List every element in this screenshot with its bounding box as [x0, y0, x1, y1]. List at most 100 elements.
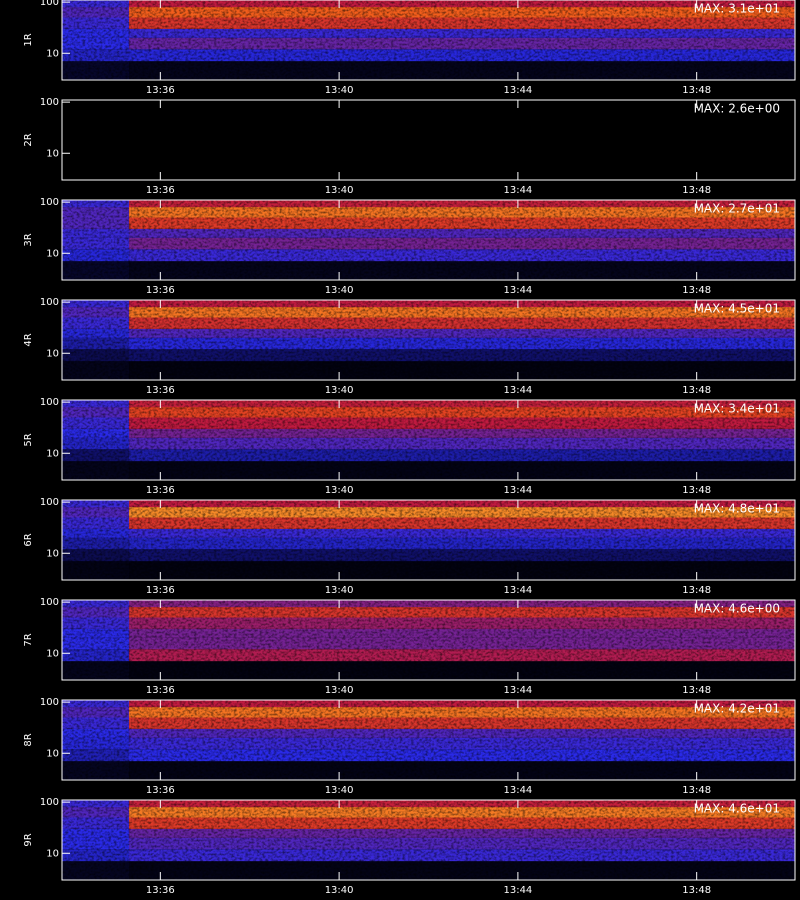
- x-tick-label: 13:36: [146, 385, 175, 396]
- heatmap: [62, 500, 795, 580]
- plot-frame: [61, 699, 796, 781]
- x-tick-label: 13:36: [146, 85, 175, 96]
- max-annotation: MAX: 3.4e+01: [694, 402, 780, 416]
- panel: 10 100 13:36 13:40 13:44 13:48 6R MAX: 4.8e+01: [23, 497, 796, 596]
- y-tick-label: 100: [40, 97, 59, 108]
- y-tick-label: 100: [40, 797, 59, 808]
- x-tick-label: 13:48: [682, 485, 711, 496]
- panel: 10 100 13:36 13:40 13:44 13:48 9R MAX: 4.6e+01: [23, 797, 796, 896]
- panel: 10 100 13:36 13:40 13:44 13:48 8R MAX: 4.2e+01: [23, 697, 796, 796]
- max-annotation: MAX: 3.1e+01: [694, 2, 780, 16]
- texture: [62, 200, 795, 280]
- x-tick-label: 13:40: [325, 485, 354, 496]
- panel-label: 8R: [23, 733, 34, 746]
- panel-label: 9R: [23, 833, 34, 846]
- heatmap: [62, 400, 795, 480]
- max-annotation: MAX: 4.6e+00: [694, 602, 780, 616]
- texture: [62, 0, 795, 80]
- panel: 10 100 13:36 13:40 13:44 13:48 7R MAX: 4.6e+00: [23, 597, 796, 696]
- max-annotation: MAX: 2.7e+01: [694, 202, 780, 216]
- x-tick-label: 13:36: [146, 885, 175, 896]
- x-tick-label: 13:48: [682, 385, 711, 396]
- x-tick-label: 13:36: [146, 485, 175, 496]
- y-tick-label: 10: [46, 148, 59, 159]
- max-annotation: MAX: 4.2e+01: [694, 702, 780, 716]
- texture: [62, 100, 795, 180]
- x-tick-label: 13:44: [503, 85, 532, 96]
- y-tick-label: 10: [46, 848, 59, 859]
- x-tick-label: 13:44: [503, 385, 532, 396]
- plot-frame: [61, 499, 796, 581]
- x-tick-label: 13:36: [146, 685, 175, 696]
- x-tick-label: 13:48: [682, 85, 711, 96]
- x-tick-label: 13:36: [146, 585, 175, 596]
- y-tick-label: 10: [46, 548, 59, 559]
- panel-label: 3R: [23, 233, 34, 246]
- y-tick-label: 10: [46, 748, 59, 759]
- texture: [62, 500, 795, 580]
- texture: [62, 800, 795, 880]
- panel-label: 1R: [23, 33, 34, 46]
- y-tick-label: 10: [46, 348, 59, 359]
- texture: [62, 400, 795, 480]
- heatmap: [62, 700, 795, 780]
- y-tick-label: 10: [46, 48, 59, 59]
- plot-frame: [61, 599, 796, 681]
- x-tick-label: 13:36: [146, 185, 175, 196]
- max-annotation: MAX: 2.6e+00: [694, 102, 780, 116]
- y-tick-label: 100: [40, 697, 59, 708]
- x-tick-label: 13:40: [325, 885, 354, 896]
- x-tick-label: 13:44: [503, 585, 532, 596]
- texture: [62, 600, 795, 680]
- texture: [62, 700, 795, 780]
- x-tick-label: 13:40: [325, 285, 354, 296]
- x-tick-label: 13:48: [682, 885, 711, 896]
- x-tick-label: 13:40: [325, 385, 354, 396]
- x-tick-label: 13:44: [503, 185, 532, 196]
- x-tick-label: 13:40: [325, 585, 354, 596]
- x-tick-label: 13:44: [503, 485, 532, 496]
- x-tick-label: 13:48: [682, 285, 711, 296]
- heatmap: [62, 800, 795, 880]
- x-tick-label: 13:44: [503, 685, 532, 696]
- y-tick-label: 100: [40, 597, 59, 608]
- panel: 10 100 13:36 13:40 13:44 13:48 5R MAX: 3.4e+01: [23, 397, 796, 496]
- y-tick-label: 100: [40, 0, 59, 8]
- y-tick-label: 10: [46, 648, 59, 659]
- heatmap: [62, 600, 795, 680]
- max-annotation: MAX: 4.5e+01: [694, 302, 780, 316]
- max-annotation: MAX: 4.8e+01: [694, 502, 780, 516]
- y-tick-label: 100: [40, 397, 59, 408]
- x-tick-label: 13:36: [146, 785, 175, 796]
- heatmap: [62, 100, 795, 180]
- panel: 10 100 13:36 13:40 13:44 13:48 1R MAX: 3.1e+01: [23, 0, 796, 96]
- panel: 10 100 13:36 13:40 13:44 13:48 4R MAX: 4.5e+01: [23, 297, 796, 396]
- plot-frame: [61, 0, 796, 81]
- y-tick-label: 10: [46, 448, 59, 459]
- plot-frame: [61, 799, 796, 881]
- heatmap: [62, 0, 795, 80]
- x-tick-label: 13:44: [503, 785, 532, 796]
- plot-frame: [61, 199, 796, 281]
- x-tick-label: 13:48: [682, 185, 711, 196]
- panel: 10 100 13:36 13:40 13:44 13:48 2R MAX: 2.6e+00: [23, 97, 796, 196]
- panel-label: 2R: [23, 133, 34, 146]
- panel-label: 4R: [23, 333, 34, 346]
- texture: [62, 300, 795, 380]
- x-tick-label: 13:40: [325, 185, 354, 196]
- plot-frame: [61, 399, 796, 481]
- x-tick-label: 13:44: [503, 885, 532, 896]
- y-tick-label: 100: [40, 197, 59, 208]
- x-tick-label: 13:48: [682, 585, 711, 596]
- panel: 10 100 13:36 13:40 13:44 13:48 3R MAX: 2.7e+01: [23, 197, 796, 296]
- x-tick-label: 13:40: [325, 85, 354, 96]
- panel-label: 5R: [23, 433, 34, 446]
- plot-frame: [61, 299, 796, 381]
- y-tick-label: 100: [40, 497, 59, 508]
- max-annotation: MAX: 4.6e+01: [694, 802, 780, 816]
- panel-label: 7R: [23, 633, 34, 646]
- heatmap: [62, 200, 795, 280]
- x-tick-label: 13:40: [325, 685, 354, 696]
